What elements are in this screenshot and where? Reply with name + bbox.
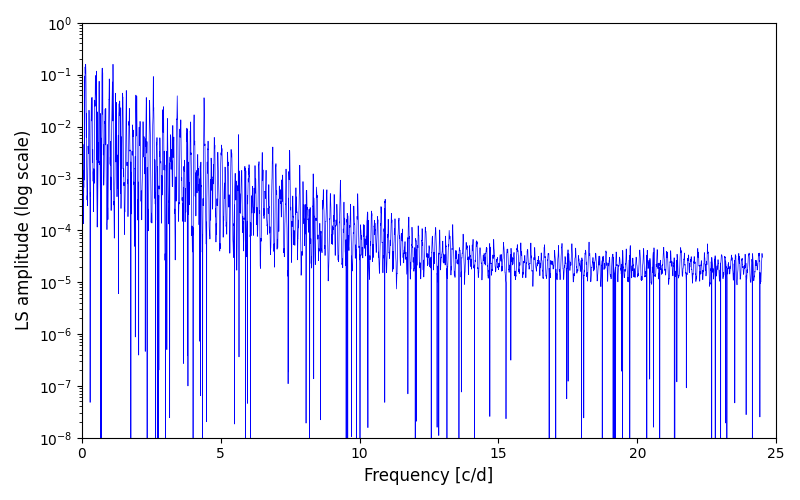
Y-axis label: LS amplitude (log scale): LS amplitude (log scale) (15, 130, 33, 330)
X-axis label: Frequency [c/d]: Frequency [c/d] (364, 467, 494, 485)
